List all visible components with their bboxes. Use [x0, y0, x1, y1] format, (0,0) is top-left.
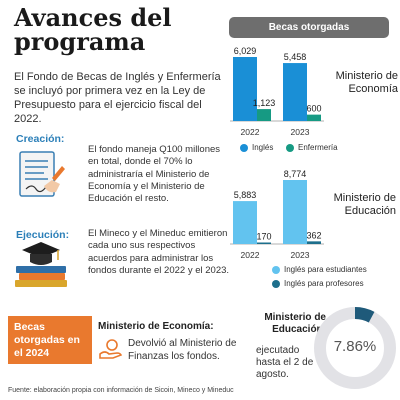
becas-2024-box: Becas otorgadas en el 2024	[8, 316, 92, 364]
economy-bar-chart: 6,029 1,123 5,458 600 2022 2023	[230, 46, 324, 137]
legend-label: Inglés para estudiantes	[284, 265, 367, 274]
legend-swatch	[286, 143, 294, 152]
econ-bottom-text: Devolvió al Ministerio de Finanzas los f…	[128, 338, 237, 362]
econ-bar-2023-ingles	[283, 63, 307, 121]
econ-bar-2023-enfermeria	[307, 114, 321, 121]
econ-tick-2023: 2023	[291, 127, 310, 137]
edu-legend-profesores: Inglés para profesores	[272, 279, 364, 288]
edu-bottom-title: Ministerio de Educación:	[264, 312, 326, 335]
education-bar-chart: 5,883 170 8,774 362 2022 2023	[230, 169, 324, 260]
execution-donut-chart	[314, 307, 396, 389]
econ-label-2023-ingles: 5,458	[284, 52, 307, 62]
econ-bar-2022-enfermeria	[257, 109, 271, 121]
econ-label-2022-enfermeria: 1,123	[253, 98, 276, 108]
legend-label: Inglés	[252, 143, 274, 152]
edu-tick-2022: 2022	[241, 250, 260, 260]
econ-legend-enfermeria: Enfermería	[286, 143, 338, 152]
edu-chart-title: Ministerio de Educación	[333, 192, 396, 217]
edu-legend-estudiantes: Inglés para estudiantes	[272, 265, 367, 274]
intro-text: El Fondo de Becas de Inglés y Enfermería…	[14, 71, 221, 125]
legend-swatch	[240, 143, 248, 152]
econ-legend-ingles: Inglés	[240, 143, 273, 152]
legend-swatch	[272, 265, 280, 274]
econ-bottom-title: Ministerio de Economía:	[98, 321, 214, 332]
donut-fill	[314, 307, 396, 389]
edu-label-2022-estudiantes: 5,883	[234, 190, 257, 200]
edu-label-2023-estudiantes: 8,774	[284, 169, 307, 179]
creation-text: El fondo maneja Q100 millones en total, …	[88, 144, 221, 205]
econ-chart-title: Ministerio de Economía	[335, 70, 398, 95]
page-title: Avances del programa	[14, 3, 172, 56]
creation-label: Creación:	[16, 133, 65, 145]
graduation-books-icon	[15, 242, 67, 287]
edu-tick-2023: 2023	[291, 250, 310, 260]
econ-tick-2022: 2022	[241, 127, 260, 137]
econ-bar-2022-ingles	[233, 57, 257, 121]
edu-bar-2023-profesores	[307, 241, 321, 244]
econ-label-2022-ingles: 6,029	[234, 46, 257, 56]
execution-text: El Mineco y el Mineduc emitieron cada un…	[88, 228, 230, 276]
execution-label: Ejecución:	[16, 229, 70, 241]
legend-swatch	[272, 279, 280, 288]
edu-bar-2023-estudiantes	[283, 180, 307, 244]
source-note: Fuente: elaboración propia con informaci…	[8, 387, 234, 394]
donut-value: 7.86%	[333, 338, 377, 355]
edu-bar-2022-estudiantes	[233, 201, 257, 244]
edu-bottom-text: ejecutado hasta el 2 de agosto.	[256, 345, 314, 380]
legend-label: Inglés para profesores	[284, 279, 364, 288]
edu-bar-2022-profesores	[257, 242, 271, 244]
econ-label-2023-enfermeria: 600	[306, 104, 321, 114]
becas-header: Becas otorgadas	[229, 17, 389, 38]
edu-label-2023-profesores: 362	[306, 230, 321, 240]
money-hand-icon	[99, 339, 123, 359]
contract-icon	[19, 151, 65, 197]
edu-label-2022-profesores: 170	[256, 232, 271, 242]
legend-label: Enfermería	[298, 143, 338, 152]
